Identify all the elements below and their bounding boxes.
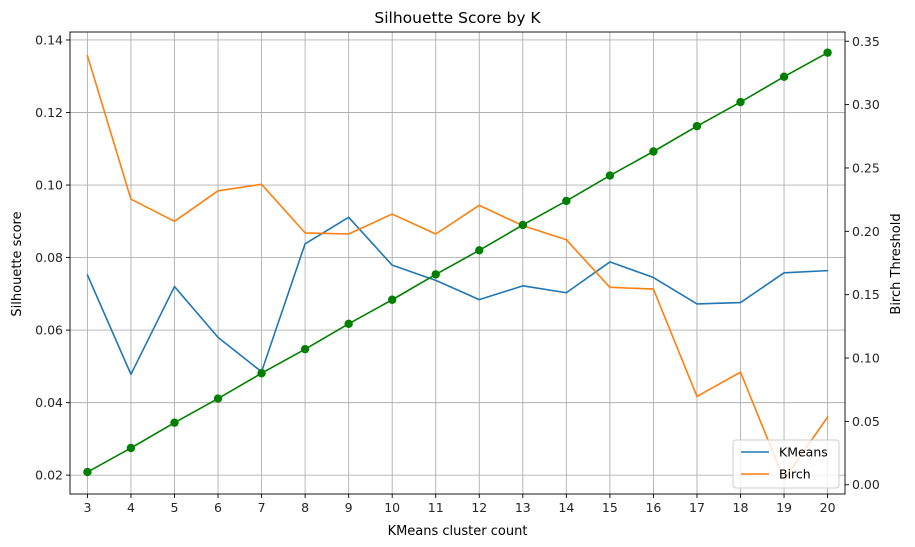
data-point-birch-threshold (518, 220, 528, 230)
data-point-birch-threshold (823, 48, 832, 57)
y-tick-label: 0.10 (35, 178, 63, 193)
series-line-kmeans (86, 216, 829, 376)
y-right-tick-label: 0.30 (852, 97, 880, 112)
x-tick-label: 3 (83, 500, 91, 515)
legend-label-birch: Birch (779, 467, 811, 482)
y-tick-label: 0.04 (35, 395, 63, 410)
x-tick-label: 4 (127, 500, 135, 515)
y-right-tick-label: 0.05 (852, 414, 880, 429)
series-layer (83, 48, 832, 481)
data-point-birch-threshold (126, 443, 136, 453)
data-point-birch-threshold (83, 467, 92, 477)
data-point-birch-threshold (170, 418, 179, 427)
data-point-birch-threshold (736, 97, 745, 107)
data-point-birch-threshold (475, 246, 484, 255)
axes: 3 4 5 6 7 8 9 10 11 12 13 14 15 16 17 18 19 20 0.02 0.04 0.0… (35, 32, 880, 515)
x-tick-label: 18 (733, 500, 749, 515)
y-right-tick-label: 0.20 (852, 224, 880, 239)
data-point-birch-threshold (387, 295, 397, 304)
data-point-birch-threshold (344, 319, 353, 329)
data-point-birch-threshold (605, 171, 615, 180)
data-point-birch-threshold (213, 394, 223, 403)
x-tick-label: 13 (515, 500, 531, 515)
y-axis-right-title: Birch Threshold (889, 213, 904, 314)
data-point-birch-threshold (431, 270, 440, 279)
data-point-birch-threshold (779, 72, 789, 81)
plot-frame (69, 31, 846, 495)
series-line-birch (86, 54, 829, 481)
legend-label-kmeans: KMeans (779, 445, 828, 460)
y-tick-label: 0.06 (35, 323, 63, 338)
x-tick-label: 7 (258, 500, 266, 515)
data-point-birch-threshold (649, 147, 658, 156)
x-tick-label: 12 (471, 500, 487, 515)
data-point-birch-threshold (300, 344, 310, 354)
y-tick-label: 0.08 (35, 250, 63, 265)
y-axis-title: Silhouette score (10, 211, 25, 316)
series-line-birch-threshold (86, 51, 829, 473)
x-tick-label: 14 (558, 500, 574, 515)
x-axis-title: KMeans cluster count (388, 524, 528, 539)
y-right-tick-label: 0.00 (852, 477, 880, 492)
y-tick-label: 0.14 (35, 32, 63, 47)
x-tick-label: 11 (428, 500, 444, 515)
x-tick-label: 10 (384, 500, 400, 515)
y-right-tick-label: 0.15 (852, 287, 880, 302)
y-right-tick-label: 0.10 (852, 351, 880, 366)
x-tick-label: 5 (171, 500, 179, 515)
x-tick-label: 8 (301, 500, 309, 515)
x-tick-label: 9 (345, 500, 353, 515)
chart-title: Silhouette Score by K (374, 9, 541, 27)
x-tick-label: 19 (776, 500, 792, 515)
data-point-birch-threshold (692, 121, 702, 131)
data-point-birch-threshold (257, 369, 266, 378)
grid (70, 32, 845, 494)
x-tick-label: 20 (820, 500, 836, 515)
y-tick-label: 0.02 (35, 468, 63, 483)
y-tick-label: 0.12 (35, 105, 63, 120)
legend: KMeans Birch (732, 439, 840, 489)
x-tick-label: 6 (214, 500, 222, 515)
x-tick-label: 15 (602, 500, 618, 515)
y-right-tick-label: 0.25 (852, 160, 880, 175)
data-point-birch-threshold (562, 196, 571, 206)
y-right-tick-label: 0.35 (852, 34, 880, 49)
x-tick-label: 17 (689, 500, 705, 515)
x-tick-label: 16 (645, 500, 661, 515)
